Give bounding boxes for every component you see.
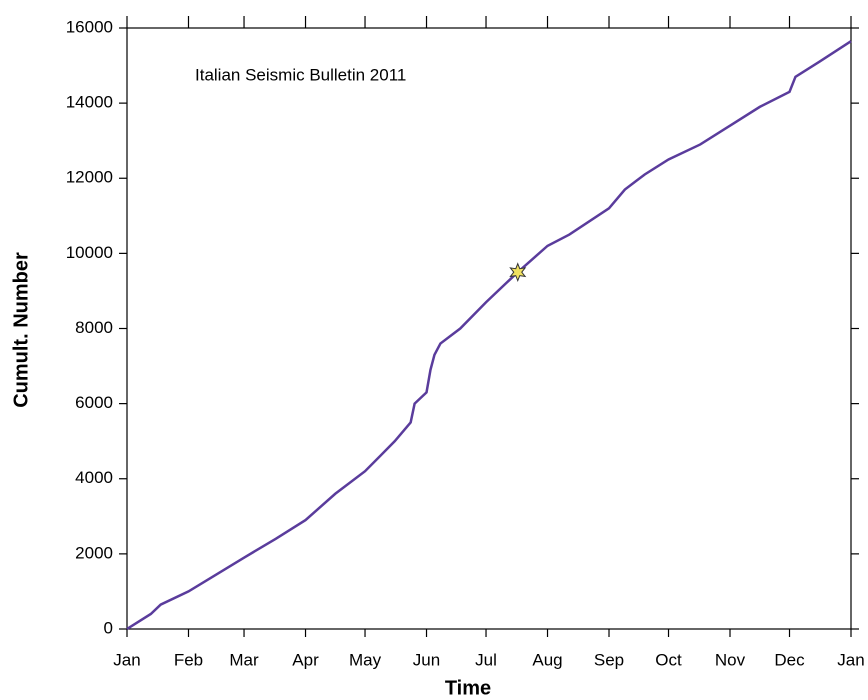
y-tick-label: 14000 bbox=[66, 93, 113, 112]
x-tick-label: Aug bbox=[532, 650, 562, 669]
x-tick-label: Sep bbox=[594, 650, 624, 669]
x-tick-label: Jun bbox=[413, 650, 440, 669]
y-tick-label: 6000 bbox=[75, 393, 113, 412]
x-tick-label: Dec bbox=[774, 650, 805, 669]
x-tick-label: Jul bbox=[475, 650, 497, 669]
y-tick-label: 10000 bbox=[66, 243, 113, 262]
highlight-star bbox=[509, 262, 527, 283]
data-line bbox=[126, 40, 852, 631]
x-tick-label: Feb bbox=[174, 650, 203, 669]
y-tick-label: 16000 bbox=[66, 17, 113, 36]
x-tick-label: Apr bbox=[292, 650, 319, 669]
x-tick-label: Nov bbox=[715, 650, 746, 669]
x-tick-label: Mar bbox=[229, 650, 259, 669]
x-tick-label: May bbox=[349, 650, 382, 669]
x-tick-label: Jan bbox=[837, 650, 864, 669]
y-axis-title: Cumult. Number bbox=[10, 252, 32, 408]
y-tick-label: 4000 bbox=[75, 468, 113, 487]
y-tick-label: 0 bbox=[104, 618, 113, 637]
y-tick-label: 2000 bbox=[75, 543, 113, 562]
x-tick-label: Jan bbox=[113, 650, 140, 669]
y-tick-label: 8000 bbox=[75, 318, 113, 337]
annotation: Italian Seismic Bulletin 2011 bbox=[195, 65, 406, 84]
y-tick-label: 12000 bbox=[66, 168, 113, 187]
x-tick-label: Oct bbox=[655, 650, 682, 669]
x-axis-title: Time bbox=[445, 677, 491, 699]
